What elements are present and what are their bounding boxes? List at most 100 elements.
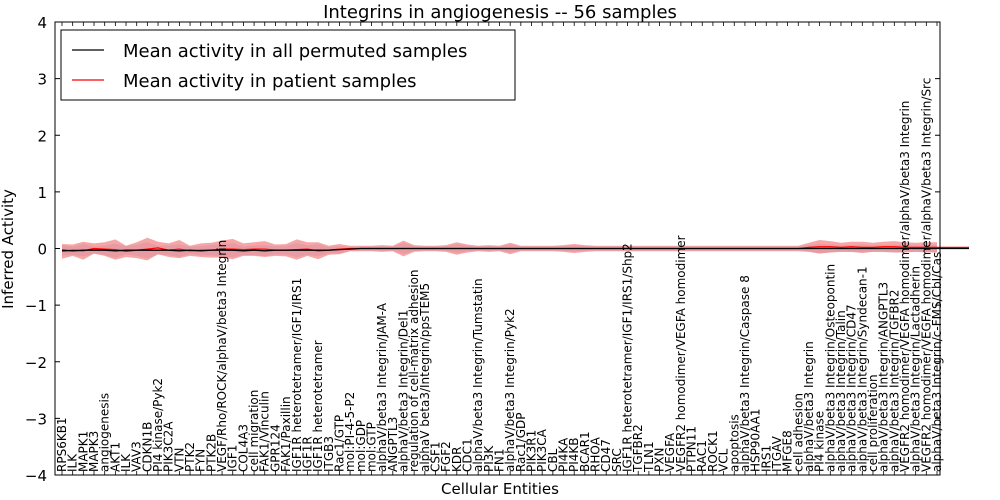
legend: Mean activity in all permuted samples Me… xyxy=(60,29,516,101)
x-tick-label: CDC1 xyxy=(460,438,474,472)
x-tick-label: angiogenesis xyxy=(98,393,112,472)
x-tick-label: VTN xyxy=(172,447,186,472)
x-tick-label: RAC1 xyxy=(695,440,709,472)
x-tick-label: IGF1R heterotetramer/IGF1/IRS1 xyxy=(290,278,304,472)
x-tick-label: regulation of cell-matrix adhesion xyxy=(407,269,421,472)
x-tick-label: alphaV/beta3 Integrin/Tumstatin xyxy=(471,278,485,472)
x-tick-label: ROCK1 xyxy=(706,430,720,472)
x-axis-label: Cellular Entities xyxy=(441,480,559,498)
x-tick-label: IRS1 xyxy=(759,445,773,472)
x-tick-label: mol:GTP xyxy=(364,422,378,472)
y-ticks: 4 3 2 1 0 −1 −2 −3 −4 xyxy=(25,14,940,485)
x-tick-label: FYN xyxy=(194,449,208,472)
legend-label-patient: Mean activity in patient samples xyxy=(123,71,417,92)
y-tick-label: 4 xyxy=(37,14,47,32)
x-tick-label: PIK3R1 xyxy=(525,430,539,472)
x-tick-label: PTK2 xyxy=(183,442,197,472)
x-tick-label: ILK xyxy=(66,453,80,472)
x-tick-label: IGF1 xyxy=(226,445,240,472)
chart-title: Integrins in angiogenesis -- 56 samples xyxy=(323,2,677,23)
y-tick-label: −4 xyxy=(25,467,47,485)
x-tick-label: Rac1/GTP xyxy=(332,415,346,472)
x-tick-label: alphaV/beta3 Integrin/Syndecan-1 xyxy=(855,266,869,472)
x-tick-label: VEGFR2 homodimer/VEGFA homodimer xyxy=(674,235,688,472)
x-tick-label: MAPK3 xyxy=(87,431,101,472)
x-tick-label: apoptosis xyxy=(727,414,741,472)
x-tick-label: mol:PI-4-5-P2 xyxy=(343,392,357,472)
x-tick-label: alphaV/beta3 Integrin/Caspase 8 xyxy=(738,275,752,472)
y-tick-label: 0 xyxy=(37,241,47,259)
x-tick-label: MAPK1 xyxy=(76,431,90,472)
x-tick-label: ITGAV xyxy=(770,435,784,472)
x-tick-label: alphaV/beta3 Integrin/ANGPTL3 xyxy=(877,282,891,472)
x-tick-label: RPS6KB1 xyxy=(55,417,69,472)
x-tick-label: IGF1R xyxy=(300,436,314,472)
legend-box xyxy=(60,29,516,101)
x-tick-label: alphaV/beta3 Integrin/TGFBR2 xyxy=(887,289,901,472)
x-tick-label: CBL xyxy=(546,448,560,472)
x-tick-label: PI4KA xyxy=(557,437,571,472)
x-tick-label: alphaV beta3/Integrin/ppsTEM5 xyxy=(418,283,432,472)
x-tick-label: alphaV/beta3 Integrin/CD47 xyxy=(845,304,859,472)
x-tick-label: VEGFR2 homodimer/VEGFA homodimer/alphaV/… xyxy=(919,78,933,472)
x-tick-label: cell adhesion xyxy=(791,393,805,472)
x-tick-label: PI4KB xyxy=(567,437,581,472)
x-tick-label: MFGE8 xyxy=(781,430,795,472)
x-tick-label: AKT1 xyxy=(108,442,122,472)
x-tick-labels: RPS6KB1ILKMAPK1MAPK3angiogenesisAKT1ILKV… xyxy=(55,78,944,473)
x-tick-label: FAK1/Paxillin xyxy=(279,396,293,472)
x-tick-label: VAV3 xyxy=(130,441,144,472)
x-tick-label: VCL xyxy=(717,448,731,472)
x-tick-label: alphaV/beta3 Integrin/JAM-A xyxy=(375,302,389,472)
x-tick-label: COL4A3 xyxy=(236,424,250,472)
x-tick-label: ILK xyxy=(119,453,133,472)
x-tick-label: FGF2 xyxy=(439,441,453,472)
permuted-series-line xyxy=(61,247,969,252)
x-tick-label: cell proliferation xyxy=(866,374,880,472)
x-tick-label: IGF1R heterotetramer xyxy=(311,340,325,472)
y-tick-label: 3 xyxy=(37,71,47,89)
x-tick-label: alphaV/beta3 Integrin/Lactadherin xyxy=(909,266,923,472)
x-tick-label: SRC xyxy=(610,448,624,472)
x-tick-label: CDKN1B xyxy=(140,422,154,472)
x-tick-label: VEGFA xyxy=(663,432,677,472)
x-tick-label: CD47 xyxy=(599,439,613,472)
x-tick-label: VEGFR2 homodimer/VEGFA homodimer/alphaV/… xyxy=(898,101,912,472)
y-tick-label: −1 xyxy=(25,297,47,315)
x-tick-label: GPR124 xyxy=(268,424,282,472)
x-tick-label: PI4 kinase xyxy=(813,411,827,472)
y-tick-label: −3 xyxy=(25,410,47,428)
x-tick-label: KDR xyxy=(450,447,464,472)
x-tick-label: PI4 kinase/Pyk2 xyxy=(151,378,165,472)
series-lines xyxy=(61,246,969,252)
x-tick-label: alphaV/beta3 Integrin/Del1 xyxy=(396,310,410,472)
x-tick-label: PIK3C2A xyxy=(162,421,176,472)
x-tick-label: ANGPTL3 xyxy=(386,417,400,472)
x-tick-label: IGF1R heterotetramer/IGF1/IRS1/Shp2 xyxy=(621,243,635,472)
x-tick-label: FAK1/Vinculin xyxy=(258,391,272,472)
x-tick-label: Rac1/GDP xyxy=(514,413,528,472)
x-tick-label: ITGB3 xyxy=(322,436,336,472)
x-tick-label: mol:GDP xyxy=(354,420,368,472)
x-tick-label: PXN xyxy=(653,448,667,472)
x-tick-label: alphaV/beta3 Integrin xyxy=(802,341,816,472)
x-tick-label: PI3K xyxy=(482,445,496,472)
y-tick-label: −2 xyxy=(25,354,47,372)
plot-area: RPS6KB1ILKMAPK1MAPK3angiogenesisAKT1ILKV… xyxy=(25,14,969,485)
y-axis-label: Inferred Activity xyxy=(0,189,17,309)
x-tick-label: alphaV/beta3 Integrin/Talin xyxy=(834,310,848,472)
x-tick-label: TLN1 xyxy=(642,441,656,473)
x-tick-label: alphaV/beta3 Integrin/Osteopontin xyxy=(823,264,837,472)
x-tick-label: PIK3CA xyxy=(535,428,549,472)
x-tick-label: TGFBR2 xyxy=(631,424,645,473)
x-tick-label: FN1 xyxy=(493,448,507,472)
x-tick-label: RHOA xyxy=(589,436,603,472)
y-tick-label: 2 xyxy=(37,127,47,145)
x-tick-label: HSP90AA1 xyxy=(749,408,763,472)
x-tick-label: BCAR1 xyxy=(578,431,592,472)
x-tick-label: VEGF/Rho/ROCK/alphaV/beta3 Integrin xyxy=(215,240,229,472)
x-tick-label: CSF1 xyxy=(428,441,442,472)
legend-label-permuted: Mean activity in all permuted samples xyxy=(123,41,467,62)
x-tick-label: PTK2B xyxy=(204,434,218,472)
